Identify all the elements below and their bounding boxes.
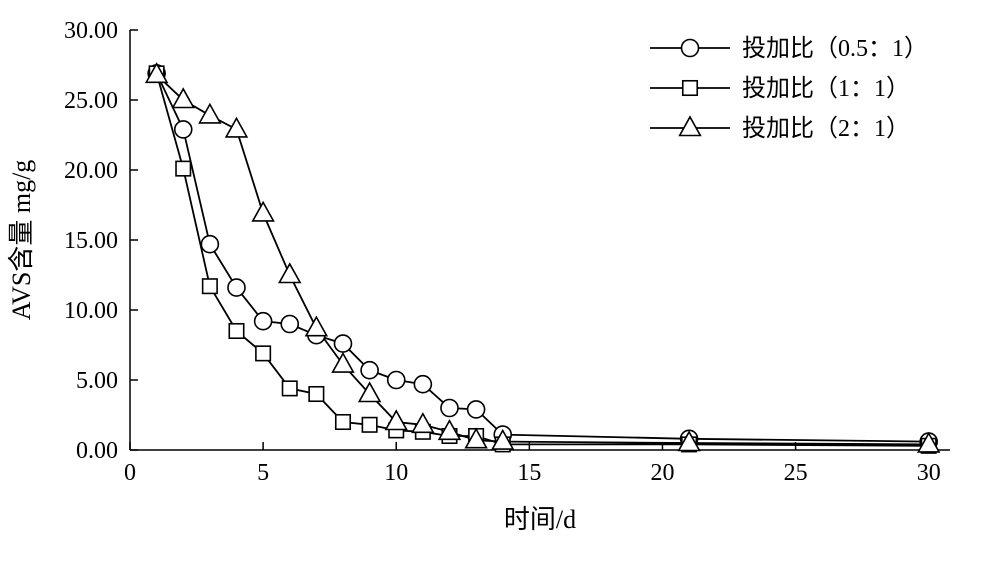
legend-label: 投加比（0.5：1） (742, 35, 928, 62)
marker-square (283, 381, 297, 395)
legend-label: 投加比（1：1） (742, 75, 910, 102)
marker-circle (281, 316, 298, 333)
y-tick-label: 15.00 (64, 228, 118, 254)
marker-triangle (413, 414, 434, 433)
marker-triangle (173, 89, 194, 108)
marker-circle (175, 121, 192, 138)
marker-circle (682, 40, 699, 57)
y-tick-label: 20.00 (64, 158, 118, 184)
marker-circle (228, 279, 245, 296)
x-tick-label: 0 (124, 460, 136, 486)
marker-circle (255, 313, 272, 330)
marker-circle (334, 335, 351, 352)
x-axis-title: 时间/d (504, 505, 576, 534)
avs-line-chart: 0 5 10 15 20 25 30 0.00 5.00 10.00 15.00 20.00 25.00… (0, 0, 1000, 563)
marker-triangle (333, 354, 354, 373)
marker-triangle (680, 117, 701, 136)
marker-circle (388, 372, 405, 389)
y-tick-label: 5.00 (76, 368, 118, 394)
y-tick-label: 30.00 (64, 18, 118, 44)
marker-circle (361, 362, 378, 379)
marker-triangle (226, 118, 247, 137)
x-tick-label: 15 (517, 460, 541, 486)
marker-triangle (200, 104, 221, 123)
marker-square (203, 279, 217, 293)
x-tick-label: 30 (917, 460, 941, 486)
marker-circle (441, 400, 458, 417)
marker-triangle (279, 264, 300, 283)
x-tick-label: 5 (257, 460, 269, 486)
y-axis-title: AVS含量 mg/g (7, 160, 36, 321)
y-tick-label: 10.00 (64, 298, 118, 324)
marker-square (176, 161, 190, 175)
marker-square (683, 81, 697, 95)
marker-square (336, 415, 350, 429)
legend-label: 投加比（2：1） (742, 115, 910, 142)
x-tick-label: 20 (650, 460, 674, 486)
marker-triangle (253, 202, 274, 221)
marker-square (362, 418, 376, 432)
y-tick-label: 0.00 (76, 438, 118, 464)
x-tick-label: 10 (384, 460, 408, 486)
marker-square (309, 387, 323, 401)
marker-square (256, 346, 270, 360)
x-tick-label: 25 (784, 460, 808, 486)
marker-circle (414, 376, 431, 393)
marker-square (229, 324, 243, 338)
marker-circle (468, 401, 485, 418)
y-tick-label: 25.00 (64, 88, 118, 114)
marker-triangle (306, 317, 327, 336)
marker-circle (201, 236, 218, 253)
